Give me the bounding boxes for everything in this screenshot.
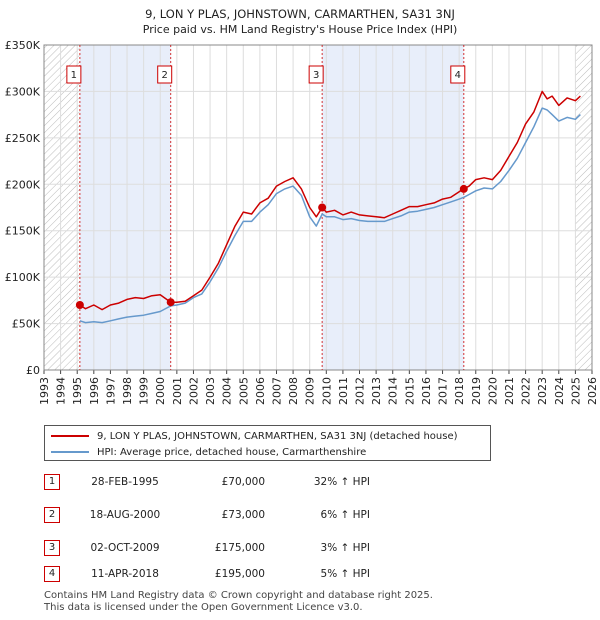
x-tick-label: 2002 — [187, 377, 200, 405]
sale-price: £73,000 — [221, 509, 265, 521]
x-tick-label: 2009 — [304, 377, 317, 405]
sale-label-box — [66, 65, 82, 84]
property-series-line — [79, 90, 581, 311]
plot-frame — [43, 44, 593, 371]
x-tick-label: 2011 — [337, 377, 350, 405]
sale-price: £70,000 — [221, 476, 265, 488]
x-tick-label: 1998 — [121, 377, 134, 405]
x-tick-label: 2010 — [320, 377, 333, 405]
legend-swatch-property — [51, 435, 89, 437]
transaction-row: 1 28-FEB-1995 £70,000 32% ↑ HPI — [0, 474, 600, 494]
x-tick-label: 2007 — [270, 377, 283, 405]
attribution-footer: Contains HM Land Registry data © Crown c… — [44, 590, 433, 614]
attribution-line-1: Contains HM Land Registry data © Crown c… — [44, 590, 433, 601]
sale-hpi-diff: 32% ↑ HPI — [313, 476, 370, 488]
hatched-region-start — [44, 45, 80, 370]
x-tick-label: 2020 — [486, 377, 499, 405]
x-tick-label: 2017 — [437, 377, 450, 405]
y-tick-label: £150K — [5, 225, 41, 238]
x-tick-label: 2023 — [536, 377, 549, 405]
y-tick-label: £0 — [26, 364, 40, 377]
sale-number-badge: 2 — [44, 507, 60, 523]
sale-point — [318, 203, 327, 212]
price-chart: 9, LON Y PLAS, JOHNSTOWN, CARMARTHEN, SA… — [5, 7, 599, 405]
sale-hpi-diff: 3% ↑ HPI — [320, 542, 370, 554]
shaded-period — [79, 45, 171, 370]
transaction-row: 3 02-OCT-2009 £175,000 3% ↑ HPI — [0, 540, 600, 560]
chart-subtitle: Price paid vs. HM Land Registry's House … — [143, 23, 458, 36]
sale-price: £195,000 — [214, 568, 265, 580]
x-tick-label: 2015 — [403, 377, 416, 405]
x-tick-label: 2004 — [221, 377, 234, 405]
sale-point — [166, 298, 175, 307]
x-tick-label: 2024 — [553, 377, 566, 405]
x-tick-label: 2026 — [586, 377, 599, 405]
legend-item-property: 9, LON Y PLAS, JOHNSTOWN, CARMARTHEN, SA… — [51, 429, 458, 443]
x-tick-label: 1999 — [138, 377, 151, 405]
sale-point — [75, 301, 84, 309]
x-tick-label: 2025 — [569, 377, 582, 405]
x-tick-label: 2008 — [287, 377, 300, 405]
transaction-row: 2 18-AUG-2000 £73,000 6% ↑ HPI — [0, 507, 600, 527]
y-tick-label: £350K — [5, 39, 41, 52]
x-tick-label: 2006 — [254, 377, 267, 405]
sale-hpi-diff: 5% ↑ HPI — [320, 568, 370, 580]
x-tick-label: 2003 — [204, 377, 217, 405]
attribution-line-2: This data is licensed under the Open Gov… — [44, 602, 363, 613]
sale-label: 2 — [162, 70, 168, 81]
x-tick-label: 2001 — [171, 377, 184, 405]
sale-label-box — [450, 65, 466, 84]
sale-hpi-diff: 6% ↑ HPI — [320, 509, 370, 521]
x-tick-label: 2021 — [503, 377, 516, 405]
x-tick-label: 2014 — [387, 377, 400, 405]
legend-label-hpi: HPI: Average price, detached house, Carm… — [97, 446, 367, 458]
x-tick-label: 2016 — [420, 377, 433, 405]
sale-date: 02-OCT-2009 — [90, 542, 160, 554]
sale-price: £175,000 — [214, 542, 265, 554]
x-tick-label: 2000 — [154, 377, 167, 405]
sale-date: 18-AUG-2000 — [89, 509, 161, 521]
sale-number-badge: 4 — [44, 566, 60, 582]
x-tick-label: 2019 — [470, 377, 483, 405]
sale-date: 28-FEB-1995 — [91, 476, 159, 488]
sale-label: 1 — [71, 70, 77, 81]
x-tick-label: 2005 — [237, 377, 250, 405]
legend-swatch-hpi — [51, 451, 89, 453]
sale-label-box — [157, 65, 173, 84]
sale-label: 4 — [455, 70, 461, 81]
x-tick-label: 1994 — [55, 377, 68, 405]
y-tick-label: £100K — [5, 271, 41, 284]
x-tick-label: 2013 — [370, 377, 383, 405]
x-tick-label: 1995 — [71, 377, 84, 405]
x-tick-label: 2012 — [354, 377, 367, 405]
chart-legend: 9, LON Y PLAS, JOHNSTOWN, CARMARTHEN, SA… — [44, 425, 491, 461]
transaction-row: 4 11-APR-2018 £195,000 5% ↑ HPI — [0, 566, 600, 586]
sale-number-badge: 1 — [44, 474, 60, 490]
y-tick-label: £200K — [5, 178, 41, 191]
y-tick-label: £50K — [12, 318, 41, 331]
x-tick-label: 2018 — [453, 377, 466, 405]
y-tick-label: £250K — [5, 132, 41, 145]
sale-point — [459, 184, 468, 193]
y-tick-label: £300K — [5, 85, 41, 98]
hatched-region-end — [575, 45, 592, 370]
sale-date: 11-APR-2018 — [91, 568, 159, 580]
x-tick-label: 1997 — [104, 377, 117, 405]
chart-title: 9, LON Y PLAS, JOHNSTOWN, CARMARTHEN, SA… — [145, 7, 455, 21]
hpi-series-line — [79, 107, 581, 324]
x-tick-label: 1993 — [38, 377, 51, 405]
x-tick-label: 1996 — [88, 377, 101, 405]
legend-item-hpi: HPI: Average price, detached house, Carm… — [51, 445, 366, 459]
sale-label: 3 — [313, 70, 319, 81]
x-tick-label: 2022 — [520, 377, 533, 405]
sale-number-badge: 3 — [44, 540, 60, 556]
sale-label-box — [308, 65, 324, 84]
legend-label-property: 9, LON Y PLAS, JOHNSTOWN, CARMARTHEN, SA… — [97, 430, 458, 442]
